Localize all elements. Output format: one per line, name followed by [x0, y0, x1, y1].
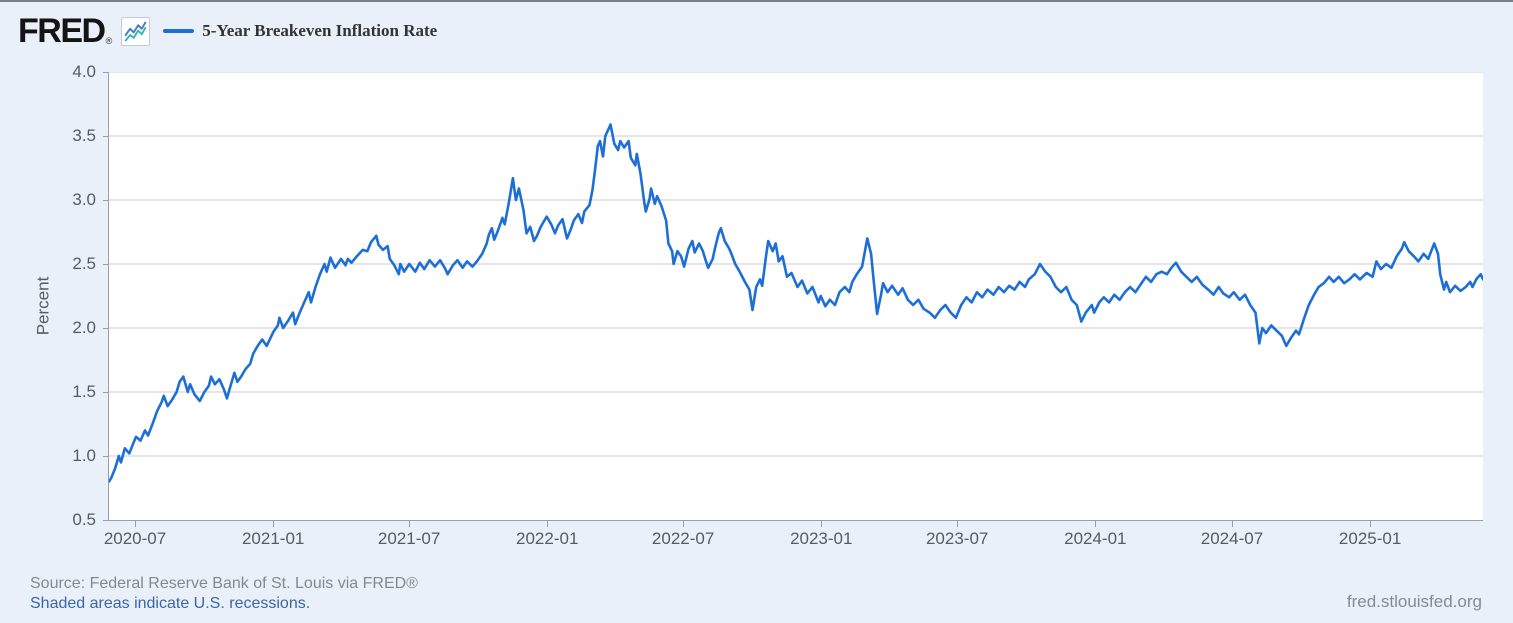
fred-logo[interactable]: FRED ®	[18, 12, 113, 50]
y-axis-label: 2.5	[72, 254, 96, 273]
x-tick-mark	[135, 521, 137, 527]
x-axis-label: 2024-01	[1064, 529, 1127, 548]
x-axis-label: 2022-01	[516, 529, 579, 548]
y-axis-label: 3.5	[72, 126, 96, 145]
x-axis-labels: 2020-07 2021-01 2021-07 2022-01 2022-07 2023-…	[0, 529, 1513, 551]
y-axis-label: 3.0	[72, 190, 96, 209]
y-tick-mark	[103, 72, 108, 73]
fred-logo-text: FRED	[18, 12, 106, 50]
x-axis-label: 2021-07	[377, 529, 441, 548]
legend-line-marker	[163, 29, 195, 33]
x-axis-label: 2020-07	[103, 529, 167, 548]
chart-header: FRED ® 5-Year Breakeven Inflation Rate	[18, 14, 437, 48]
x-axis-label: 2024-07	[1200, 529, 1264, 548]
y-axis-label: 0.5	[72, 510, 96, 529]
y-tick-mark	[103, 264, 108, 265]
x-tick-mark	[273, 521, 275, 527]
x-tick-mark	[957, 521, 959, 527]
x-axis-label: 2025-01	[1338, 529, 1402, 548]
x-tick-mark	[821, 521, 823, 527]
series-line-chart	[109, 72, 1483, 483]
x-axis-label: 2022-07	[651, 529, 715, 548]
y-axis-title: Percent	[33, 276, 53, 336]
registered-trademark-mark: ®	[105, 36, 113, 46]
series-line[interactable]	[109, 123, 1483, 483]
y-tick-mark	[103, 328, 108, 329]
y-tick-mark	[103, 456, 108, 457]
y-tick-mark	[103, 200, 108, 201]
fred-sparkline-icon	[121, 16, 151, 46]
legend: 5-Year Breakeven Inflation Rate	[163, 21, 437, 41]
y-axis-label: 1.0	[72, 446, 96, 465]
x-tick-mark	[547, 521, 549, 527]
y-tick-mark	[103, 136, 108, 137]
y-tick-mark	[103, 392, 108, 393]
y-axis-labels: 0.5 1.0 1.5 2.0 2.5 3.0 3.5 4.0	[0, 62, 96, 529]
y-axis-label: 1.5	[72, 382, 96, 401]
x-axis-label: 2023-01	[790, 529, 853, 548]
plot-area[interactable]	[108, 72, 1483, 521]
legend-series-label: 5-Year Breakeven Inflation Rate	[202, 21, 438, 40]
y-axis-label: 2.0	[72, 318, 96, 337]
y-axis-label: 4.0	[72, 62, 96, 81]
source-attribution: Source: Federal Reserve Bank of St. Loui…	[30, 575, 418, 592]
recession-shading-link[interactable]: Shaded areas indicate U.S. recessions.	[30, 595, 311, 612]
x-axis-label: 2021-01	[241, 529, 305, 548]
x-tick-mark	[1231, 521, 1233, 527]
x-tick-mark	[1370, 521, 1372, 527]
y-tick-mark	[103, 520, 108, 521]
x-tick-mark	[409, 521, 411, 527]
x-tick-mark	[1095, 521, 1097, 527]
x-axis-label: 2023-07	[925, 529, 989, 548]
x-tick-mark	[683, 521, 685, 527]
fred-site-url[interactable]: fred.stlouisfed.org	[1346, 592, 1482, 611]
